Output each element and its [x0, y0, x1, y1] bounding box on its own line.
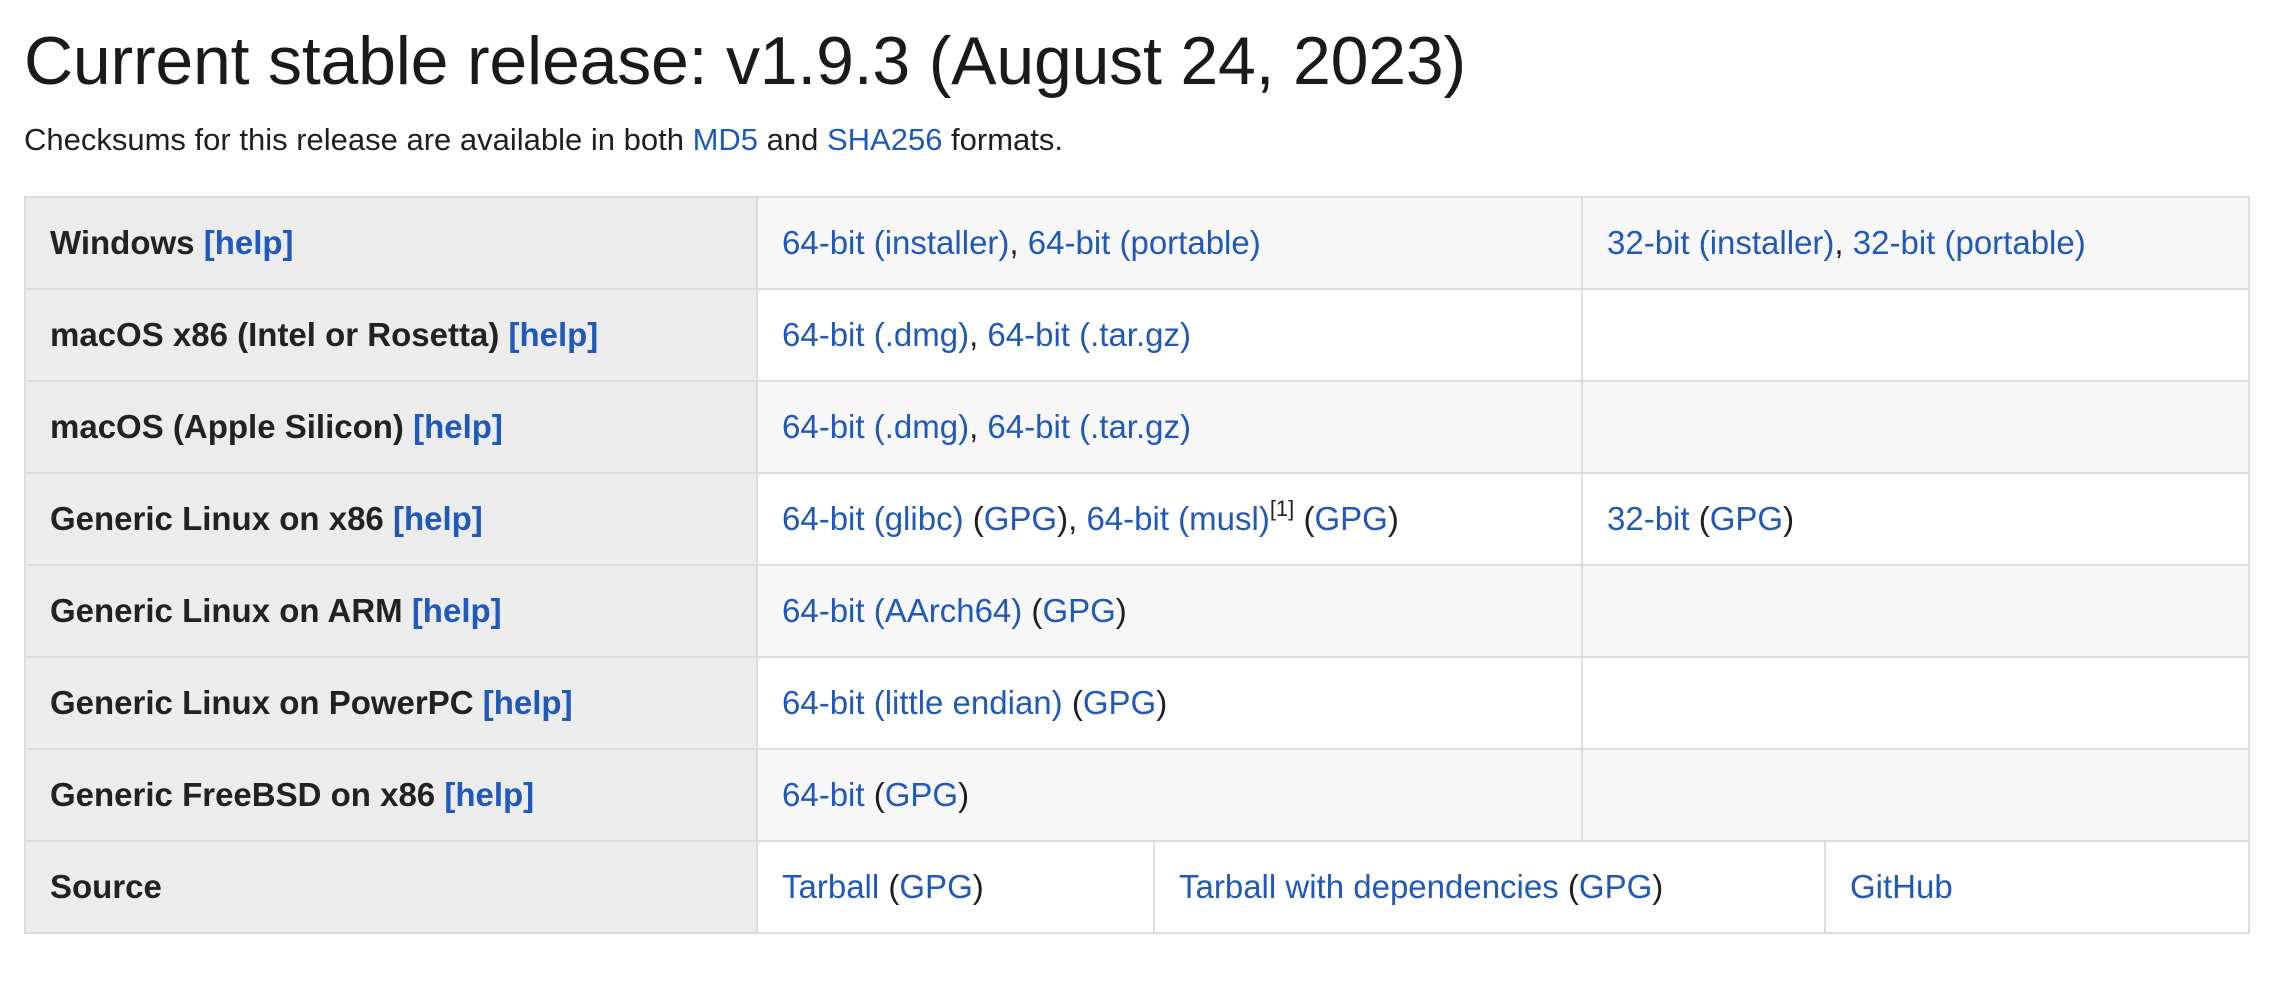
table-row-macos-x86: macOS x86 (Intel or Rosetta) [help] 64-b… [24, 288, 2250, 382]
github-link[interactable]: GitHub [1850, 868, 1953, 905]
platform-macos-x86: macOS x86 (Intel or Rosetta) [help] [24, 288, 758, 382]
macos-x86-64bit-cell: 64-bit (.dmg), 64-bit (.tar.gz) [756, 288, 1583, 382]
checksums-and: and [758, 122, 827, 157]
linux-x86-32bit-cell: 32-bit (GPG) [1581, 472, 2250, 566]
table-row-macos-arm: macOS (Apple Silicon) [help] 64-bit (.dm… [24, 380, 2250, 474]
windows-64-portable-link[interactable]: 64-bit (portable) [1027, 224, 1261, 261]
checksums-note: Checksums for this release are available… [24, 120, 2248, 160]
table-row-freebsd: Generic FreeBSD on x86 [help] 64-bit (GP… [24, 748, 2250, 842]
help-link-linux-arm[interactable]: [help] [411, 592, 502, 629]
freebsd-64bit-link[interactable]: 64-bit [782, 776, 865, 813]
windows-32-installer-link[interactable]: 32-bit (installer) [1607, 224, 1835, 261]
source-tarball-deps-gpg-link[interactable]: GPG [1578, 868, 1653, 905]
source-github-cell: GitHub [1824, 840, 2250, 934]
linux-ppc-le-link[interactable]: 64-bit (little endian) [782, 684, 1063, 721]
source-tarball-cell: Tarball (GPG) [756, 840, 1155, 934]
platform-windows: Windows [help] [24, 196, 758, 290]
help-link-linux-x86[interactable]: [help] [392, 500, 483, 537]
platform-label: macOS x86 (Intel or Rosetta) [50, 316, 500, 353]
help-link-linux-ppc[interactable]: [help] [482, 684, 573, 721]
macos-arm-targz-link[interactable]: 64-bit (.tar.gz) [987, 408, 1191, 445]
downloads-table: Windows [help] 64-bit (installer), 64-bi… [24, 196, 2250, 934]
platform-linux-arm: Generic Linux on ARM [help] [24, 564, 758, 658]
footnote-marker[interactable]: [1] [1269, 496, 1295, 521]
checksums-suffix: formats. [942, 122, 1064, 157]
linux-32bit-gpg-link[interactable]: GPG [1709, 500, 1784, 537]
linux-aarch64-link[interactable]: 64-bit (AArch64) [782, 592, 1023, 629]
platform-linux-ppc: Generic Linux on PowerPC [help] [24, 656, 758, 750]
page-title: Current stable release: v1.9.3 (August 2… [24, 23, 1466, 99]
freebsd-gpg-link[interactable]: GPG [884, 776, 959, 813]
linux-musl-link[interactable]: 64-bit (musl) [1086, 500, 1270, 537]
source-tarball-gpg-link[interactable]: GPG [899, 868, 973, 905]
linux-32bit-link[interactable]: 32-bit [1607, 500, 1690, 537]
windows-64bit-cell: 64-bit (installer), 64-bit (portable) [756, 196, 1583, 290]
windows-32-portable-link[interactable]: 32-bit (portable) [1852, 224, 2086, 261]
sha256-link[interactable]: SHA256 [826, 122, 943, 157]
platform-source: Source [24, 840, 758, 934]
platform-label: macOS (Apple Silicon) [50, 408, 404, 445]
windows-64-installer-link[interactable]: 64-bit (installer) [782, 224, 1010, 261]
platform-label: Generic Linux on ARM [50, 592, 403, 629]
help-link-macos-x86[interactable]: [help] [508, 316, 599, 353]
source-tarball-deps-link[interactable]: Tarball with dependencies [1179, 868, 1559, 905]
table-row-linux-arm: Generic Linux on ARM [help] 64-bit (AArc… [24, 564, 2250, 658]
macos-arm-64bit-cell: 64-bit (.dmg), 64-bit (.tar.gz) [756, 380, 1583, 474]
linux-ppc-64bit-cell: 64-bit (little endian) (GPG) [756, 656, 1583, 750]
linux-glibc-link[interactable]: 64-bit (glibc) [782, 500, 964, 537]
source-tarball-link[interactable]: Tarball [782, 868, 880, 905]
linux-arm-64bit-cell: 64-bit (AArch64) (GPG) [756, 564, 1583, 658]
macos-x86-targz-link[interactable]: 64-bit (.tar.gz) [987, 316, 1191, 353]
checksums-prefix: Checksums for this release are available… [24, 122, 693, 157]
empty-cell [1581, 380, 2250, 474]
macos-arm-dmg-link[interactable]: 64-bit (.dmg) [782, 408, 970, 445]
linux-ppc-gpg-link[interactable]: GPG [1082, 684, 1157, 721]
linux-musl-gpg-link[interactable]: GPG [1314, 500, 1388, 537]
platform-linux-x86: Generic Linux on x86 [help] [24, 472, 758, 566]
source-tarball-deps-cell: Tarball with dependencies (GPG) [1153, 840, 1826, 934]
platform-label: Source [50, 868, 162, 905]
empty-cell [1581, 656, 2250, 750]
help-link-freebsd[interactable]: [help] [444, 776, 535, 813]
linux-x86-64bit-cell: 64-bit (glibc) (GPG), 64-bit (musl)[1] (… [756, 472, 1583, 566]
platform-label: Generic Linux on x86 [50, 500, 384, 537]
empty-cell [1581, 564, 2250, 658]
platform-macos-arm: macOS (Apple Silicon) [help] [24, 380, 758, 474]
help-link-windows[interactable]: [help] [203, 224, 294, 261]
platform-label: Generic Linux on PowerPC [50, 684, 474, 721]
table-row-source: Source Tarball (GPG) Tarball with depend… [24, 840, 2250, 934]
download-section: Current stable release: v1.9.3 (August 2… [24, 0, 2250, 934]
table-row-linux-x86: Generic Linux on x86 [help] 64-bit (glib… [24, 472, 2250, 566]
linux-aarch64-gpg-link[interactable]: GPG [1042, 592, 1116, 629]
table-row-windows: Windows [help] 64-bit (installer), 64-bi… [24, 196, 2250, 290]
windows-32bit-cell: 32-bit (installer), 32-bit (portable) [1581, 196, 2250, 290]
empty-cell [1581, 288, 2250, 382]
macos-x86-dmg-link[interactable]: 64-bit (.dmg) [782, 316, 970, 353]
freebsd-64bit-cell: 64-bit (GPG) [756, 748, 1583, 842]
platform-label: Generic FreeBSD on x86 [50, 776, 436, 813]
md5-link[interactable]: MD5 [692, 122, 759, 157]
platform-label: Windows [50, 224, 195, 261]
help-link-macos-arm[interactable]: [help] [413, 408, 503, 445]
empty-cell [1581, 748, 2250, 842]
table-row-linux-ppc: Generic Linux on PowerPC [help] 64-bit (… [24, 656, 2250, 750]
platform-freebsd: Generic FreeBSD on x86 [help] [24, 748, 758, 842]
linux-glibc-gpg-link[interactable]: GPG [983, 500, 1058, 537]
